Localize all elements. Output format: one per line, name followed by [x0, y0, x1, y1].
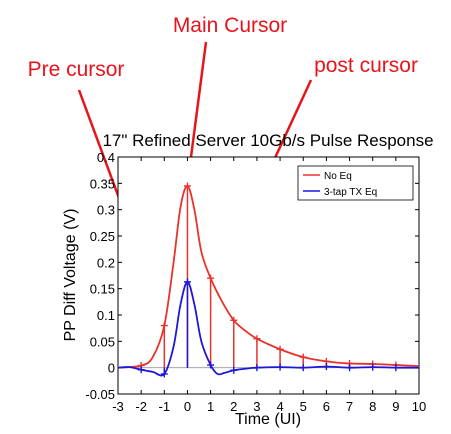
- x-tick-label: 7: [346, 399, 353, 414]
- post-cursor-annotation: post cursor: [314, 54, 418, 77]
- x-tick-labels: -3 -2 -1 0 1 2 3 4 5 6 7 8 9 10: [112, 399, 426, 414]
- x-tick-label: 6: [323, 399, 330, 414]
- x-tick-label: 5: [300, 399, 307, 414]
- legend-box: [297, 165, 414, 201]
- series-lines: [117, 185, 420, 377]
- y-tick-label: 0.1: [97, 308, 115, 323]
- legend: No Eq 3-tap TX Eq: [297, 165, 414, 201]
- legend-label-tx-eq: 3-tap TX Eq: [324, 187, 377, 198]
- x-tick-label: -2: [135, 399, 147, 414]
- series-markers: [137, 182, 400, 378]
- y-tick-label: 0.05: [90, 334, 115, 349]
- main-cursor-annotation: Main Cursor: [173, 14, 287, 37]
- y-tick-label: 0.15: [90, 282, 115, 297]
- y-tick-label: 0.2: [97, 255, 115, 270]
- legend-label-no-eq: No Eq: [324, 171, 352, 182]
- y-axis-label: PP Diff Voltage (V): [62, 209, 79, 342]
- x-tick-label: 8: [369, 399, 376, 414]
- no-eq-line: [117, 185, 420, 369]
- y-tick-labels: -0.05 0 0.05 0.1 0.15 0.2 0.25 0.3 0.35 0.4: [85, 150, 115, 402]
- chart-title: 17" Refined Server 10Gb/s Pulse Response: [102, 131, 433, 150]
- x-tick-label: 2: [230, 399, 237, 414]
- x-axis-label: Time (UI): [235, 411, 301, 428]
- x-tick-label: -3: [112, 399, 124, 414]
- y-tick-label: 0.35: [90, 176, 115, 191]
- pre-cursor-annotation: Pre cursor: [28, 58, 125, 81]
- x-tick-label: 1: [207, 399, 214, 414]
- x-tick-label: 3: [253, 399, 260, 414]
- x-tick-label: -1: [159, 399, 171, 414]
- tx-eq-line: [117, 280, 420, 377]
- x-tick-label: 4: [276, 399, 283, 414]
- y-tick-label: 0: [108, 361, 115, 376]
- x-tick-label: 10: [412, 399, 426, 414]
- y-tick-label: 0.3: [97, 203, 115, 218]
- x-tick-label: 0: [184, 399, 191, 414]
- y-tick-label: 0.25: [90, 229, 115, 244]
- y-tick-label: -0.05: [85, 387, 115, 402]
- x-tick-label: 9: [392, 399, 399, 414]
- y-tick-label: 0.4: [97, 150, 115, 165]
